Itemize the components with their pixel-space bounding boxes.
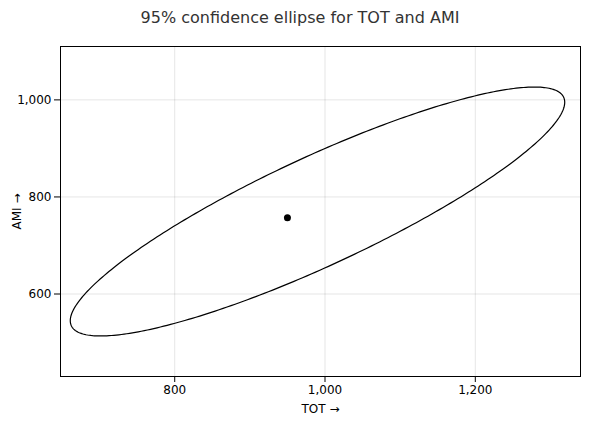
svg-text:600: 600: [29, 287, 52, 301]
svg-text:1,000: 1,000: [17, 93, 51, 107]
svg-text:1,200: 1,200: [458, 383, 492, 397]
svg-text:AMI →: AMI →: [10, 194, 24, 230]
svg-text:800: 800: [29, 190, 52, 204]
svg-text:800: 800: [163, 383, 186, 397]
html-text:95% confidence ellipse for TOT: 95% confidence ellipse for TOT and AMI: [140, 8, 460, 27]
svg-text:TOT →: TOT →: [301, 402, 340, 416]
svg-text:1,000: 1,000: [308, 383, 342, 397]
